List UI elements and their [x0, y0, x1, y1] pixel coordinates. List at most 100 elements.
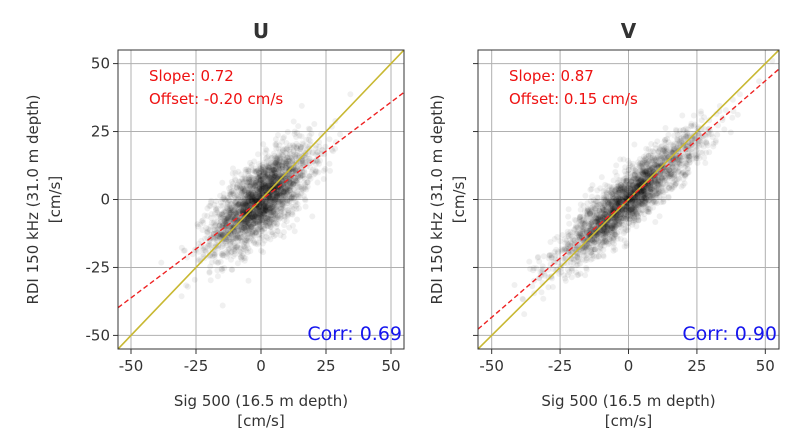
- scatter-point: [244, 198, 251, 205]
- scatter-point: [256, 170, 263, 177]
- scatter-point: [286, 156, 293, 163]
- scatter-point: [257, 223, 264, 230]
- scatter-point: [270, 161, 277, 168]
- scatter-point: [273, 203, 280, 210]
- scatter-point: [274, 187, 280, 194]
- scatter-point: [227, 192, 234, 199]
- scatter-point: [224, 203, 230, 210]
- scatter-point: [623, 242, 630, 249]
- scatter-point: [259, 183, 265, 190]
- scatter-point: [306, 155, 313, 162]
- scatter-point: [261, 203, 268, 209]
- scatter-point: [280, 189, 287, 196]
- scatter-point: [700, 138, 707, 145]
- scatter-point: [274, 192, 281, 199]
- scatter-point: [268, 166, 275, 173]
- scatter-point: [267, 159, 274, 166]
- scatter-point: [322, 166, 329, 172]
- scatter-point: [239, 234, 246, 241]
- scatter-point: [184, 283, 191, 290]
- scatter-point: [244, 193, 251, 200]
- scatter-point: [278, 188, 285, 195]
- scatter-point: [282, 181, 289, 188]
- scatter-point: [243, 224, 250, 231]
- scatter-point: [266, 205, 273, 212]
- scatter-point: [221, 217, 228, 224]
- scatter-point: [282, 156, 289, 163]
- scatter-point: [254, 208, 261, 215]
- scatter-point: [276, 142, 283, 149]
- scatter-point: [270, 216, 277, 223]
- scatter-point: [226, 214, 233, 221]
- scatter-point: [279, 158, 286, 165]
- scatter-point: [294, 148, 301, 154]
- scatter-point: [266, 202, 273, 209]
- scatter-point: [256, 212, 263, 219]
- scatter-point: [278, 186, 285, 193]
- scatter-point: [222, 221, 229, 228]
- scatter-point: [278, 189, 285, 196]
- scatter-point: [298, 165, 305, 172]
- scatter-point: [261, 207, 268, 214]
- scatter-point: [273, 193, 280, 200]
- scatter-point: [272, 170, 279, 177]
- scatter-point: [195, 248, 202, 255]
- scatter-point: [275, 132, 281, 138]
- scatter-point: [293, 134, 300, 140]
- scatter-point: [279, 162, 286, 169]
- scatter-point: [215, 245, 222, 252]
- scatter-point: [256, 172, 263, 179]
- scatter-point: [220, 226, 227, 233]
- scatter-point: [736, 91, 743, 98]
- scatter-point: [256, 174, 262, 181]
- scatter-point: [300, 160, 306, 167]
- scatter-point: [259, 190, 266, 197]
- scatter-point: [262, 163, 269, 170]
- scatter-point: [224, 213, 231, 220]
- scatter-point: [272, 198, 279, 205]
- scatter-point: [225, 211, 232, 218]
- scatter-point: [259, 207, 266, 214]
- scatter-point: [237, 197, 244, 204]
- scatter-point: [291, 180, 297, 187]
- scatter-point: [298, 143, 305, 150]
- scatter-point: [314, 179, 321, 186]
- scatter-point: [318, 150, 325, 157]
- scatter-point: [250, 192, 257, 199]
- scatter-point: [657, 199, 664, 206]
- scatter-point: [276, 154, 283, 161]
- scatter-point: [248, 174, 255, 181]
- scatter-point: [257, 164, 264, 171]
- scatter-point: [290, 191, 297, 198]
- scatter-point: [245, 198, 252, 205]
- scatter-point: [204, 213, 211, 219]
- scatter-point: [247, 248, 254, 255]
- scatter-point: [193, 247, 199, 254]
- scatter-point: [270, 163, 277, 170]
- scatter-point: [285, 154, 291, 161]
- scatter-point: [239, 202, 246, 209]
- scatter-point: [256, 179, 263, 186]
- scatter-point: [326, 160, 333, 167]
- scatter-point: [218, 266, 225, 272]
- scatter-point: [295, 193, 302, 200]
- scatter-point: [272, 160, 279, 167]
- scatter-point: [260, 181, 267, 188]
- scatter-point: [260, 170, 267, 177]
- scatter-point: [219, 265, 226, 272]
- scatter-point: [270, 193, 277, 200]
- scatter-point: [235, 227, 242, 234]
- scatter-point: [260, 184, 267, 191]
- scatter-point: [288, 180, 295, 187]
- scatter-point: [263, 222, 270, 229]
- scatter-point: [251, 158, 258, 165]
- scatter-point: [225, 232, 232, 239]
- scatter-point: [230, 213, 237, 220]
- scatter-point: [265, 178, 272, 185]
- scatter-point: [259, 179, 266, 186]
- scatter-point: [270, 233, 277, 240]
- scatter-point: [261, 168, 268, 175]
- scatter-point: [210, 235, 217, 242]
- scatter-point: [281, 188, 288, 195]
